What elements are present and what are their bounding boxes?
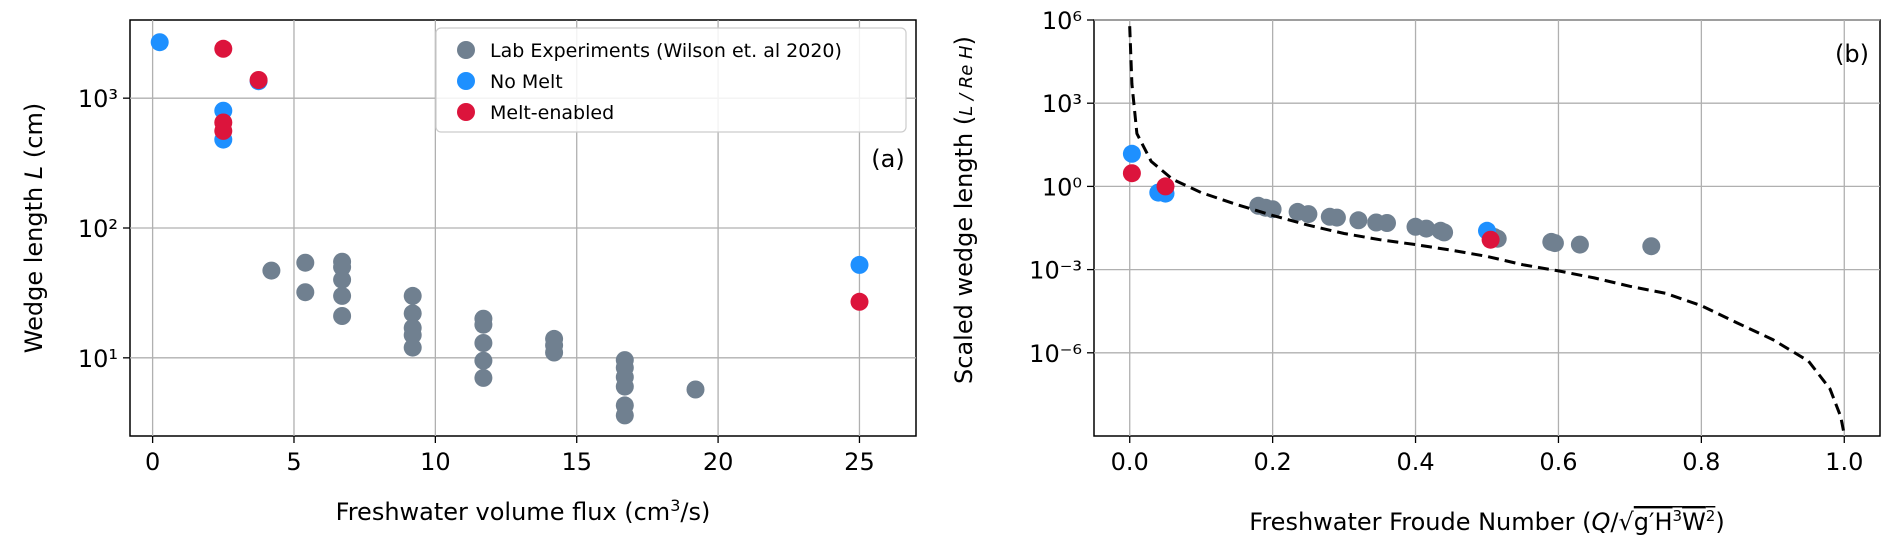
panel-a: 0 5 10 15 20 25 10¹ 10² 10³ (a) Freshwater volum… (20, 19, 917, 527)
data-point (1156, 177, 1175, 196)
x-tick-label: 1.0 (1825, 448, 1863, 476)
x-tick-label: 0.2 (1254, 448, 1292, 476)
data-point (474, 351, 493, 370)
data-point (1122, 164, 1141, 183)
x-tick-label: 0 (145, 448, 160, 476)
data-point (333, 286, 352, 305)
y-tick-label: 10³ (78, 85, 118, 113)
data-point (403, 338, 422, 357)
data-point (333, 270, 352, 289)
series-2 (1122, 164, 1500, 249)
data-point (333, 258, 352, 277)
y-tick-label: 10³ (1042, 90, 1082, 118)
data-point (1642, 237, 1661, 256)
data-point (1327, 208, 1346, 227)
data-point (296, 253, 315, 272)
series-0 (262, 252, 705, 425)
legend-marker-lab (457, 41, 475, 59)
panel-letter-a: (a) (871, 145, 904, 173)
x-tick-label: 0.8 (1682, 448, 1720, 476)
data-point (850, 292, 869, 311)
y-tick-label: 10² (78, 215, 118, 243)
x-axis-label-b: Freshwater Froude Number (Q/√g′H3W2) (1249, 507, 1724, 536)
data-point (686, 380, 705, 399)
data-point (1349, 211, 1368, 230)
y-axis-label-a: Wedge length L (cm) (20, 103, 48, 353)
x-tick-label: 15 (561, 448, 592, 476)
x-tick-label: 0.0 (1111, 448, 1149, 476)
x-tick-label: 25 (844, 448, 875, 476)
data-point (1417, 219, 1436, 238)
x-tick-label: 0.4 (1396, 448, 1434, 476)
series-layer-b (1122, 26, 1846, 436)
grid-b (1094, 19, 1880, 436)
y-tick-label: 10⁶ (1042, 7, 1082, 35)
x-tick-label: 0.6 (1539, 448, 1577, 476)
series-layer-a (150, 33, 869, 425)
data-point (474, 315, 493, 334)
data-point (1263, 200, 1282, 219)
data-point (1570, 235, 1589, 254)
data-point (474, 334, 493, 352)
ticks-b: 0.0 0.2 0.4 0.6 0.8 1.0 10⁻⁶ 10⁻³ 10⁰ 10³ 10⁶ (1029, 7, 1863, 476)
theory-dashed-curve (1128, 26, 1846, 436)
data-point (1122, 144, 1141, 163)
data-point (1435, 223, 1454, 242)
legend-marker-melt (457, 103, 475, 121)
series-2 (214, 39, 869, 311)
data-point (296, 283, 315, 302)
data-point (474, 368, 493, 387)
y-axis-label-b: Scaled wedge length (L / Re H) (950, 36, 978, 384)
data-point (850, 255, 869, 274)
x-tick-label: 5 (286, 448, 301, 476)
ticks-a: 0 5 10 15 20 25 10¹ 10² 10³ (78, 85, 875, 476)
data-point (333, 307, 352, 325)
data-point (403, 286, 422, 305)
x-axis-label-a: Freshwater volume flux (cm3/s) (336, 496, 711, 527)
data-point (1299, 205, 1318, 224)
data-point (249, 71, 268, 89)
data-point (1378, 214, 1396, 232)
y-tick-label: 10⁰ (1042, 173, 1082, 201)
data-point (214, 121, 233, 140)
x-tick-label: 10 (420, 448, 451, 476)
data-point (214, 39, 233, 58)
y-tick-label: 10⁻³ (1029, 257, 1082, 285)
data-point (1545, 234, 1564, 253)
y-tick-label: 10¹ (78, 345, 118, 373)
legend-marker-no-melt (457, 72, 475, 90)
data-point (150, 33, 169, 52)
data-point (1481, 230, 1500, 249)
data-point (615, 406, 634, 425)
panel-letter-b: (b) (1835, 40, 1869, 68)
data-point (403, 326, 422, 344)
legend-label-lab: Lab Experiments (Wilson et. al 2020) (490, 40, 842, 62)
legend-label-melt: Melt-enabled (490, 102, 614, 124)
data-point (403, 304, 422, 323)
legend-a: Lab Experiments (Wilson et. al 2020) No … (435, 27, 907, 133)
data-point (262, 261, 281, 280)
data-point (545, 343, 564, 362)
legend-label-no-melt: No Melt (490, 71, 563, 93)
legend-frame-a (435, 27, 907, 133)
x-tick-label: 20 (703, 448, 734, 476)
y-tick-label: 10⁻⁶ (1029, 340, 1082, 368)
data-point (615, 377, 634, 396)
